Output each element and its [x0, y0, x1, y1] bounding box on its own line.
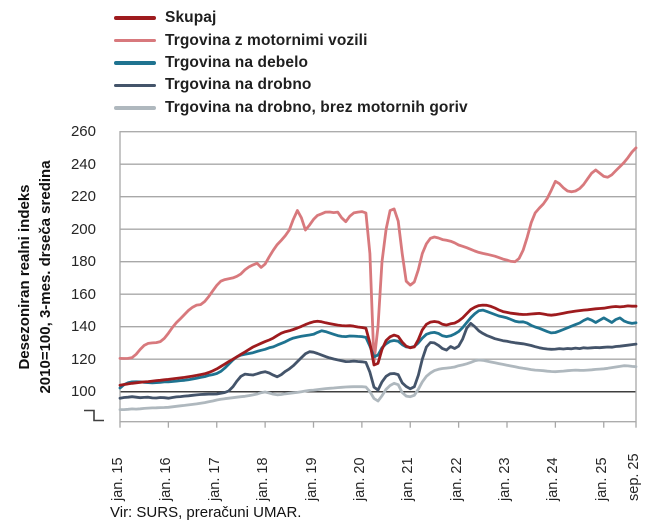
x-tick-label: sep. 25	[626, 453, 642, 501]
legend-label: Trgovina na debelo	[165, 53, 309, 71]
chart-legend: Skupaj Trgovina z motornimi vozili Trgovin…	[114, 7, 468, 119]
legend-item-5: Trgovina na drobno, brez motornih goriv	[114, 97, 468, 119]
legend-item-2: Trgovina z motornimi vozili	[114, 29, 468, 51]
plot-frame	[119, 131, 637, 423]
y-tick-label: 260	[70, 123, 96, 141]
legend-label: Trgovina z motornimi vozili	[165, 31, 368, 49]
series-line-5	[118, 358, 638, 412]
series-line-4	[118, 321, 638, 400]
y-tick-label: 240	[70, 155, 96, 173]
y-tick-label: 140	[70, 318, 96, 336]
x-tick-label: jan. 24	[545, 457, 562, 501]
x-tick-label: jan. 18	[255, 457, 272, 501]
x-tick-label: jan. 17	[206, 457, 223, 501]
x-tick-label: jan. 20	[351, 457, 368, 501]
legend-item-3: Trgovina na debelo	[114, 52, 468, 74]
y-axis-title-line2: 2010=100, 3-mes. drseča sredina	[37, 160, 54, 394]
legend-line-swatch	[114, 83, 156, 88]
x-tick-label: jan. 21	[400, 457, 417, 501]
legend-item-1: Skupaj	[114, 7, 468, 29]
legend-item-4: Trgovina na drobno	[114, 74, 468, 96]
x-tick-label: jan. 16	[158, 457, 175, 501]
legend-label: Trgovina na drobno, brez motornih goriv	[165, 98, 468, 116]
legend-label: Skupaj	[165, 9, 217, 27]
x-tick-label: jan. 19	[303, 457, 320, 501]
legend-line-swatch	[114, 105, 156, 110]
y-tick-label: 180	[70, 253, 96, 271]
series-line-1	[118, 303, 638, 387]
y-axis-title-line1: Desezoniran realni indeks	[16, 184, 33, 370]
legend-label: Trgovina na drobno	[165, 76, 312, 94]
series-line-2	[118, 146, 638, 364]
x-tick-label: jan. 25	[593, 457, 610, 501]
series-line-3	[118, 308, 638, 390]
source-note: Vir: SURS, preračuni UMAR.	[110, 504, 302, 521]
y-tick-label: 220	[70, 188, 96, 206]
legend-line-swatch	[114, 38, 156, 43]
y-tick-label: 100	[70, 383, 96, 401]
y-axis-break-icon	[84, 409, 104, 422]
x-tick-label: jan. 23	[497, 457, 513, 501]
x-tick-label: jan. 15	[110, 457, 126, 501]
legend-line-swatch	[114, 16, 156, 20]
legend-line-swatch	[114, 61, 156, 65]
y-tick-label: 120	[70, 350, 96, 368]
y-axis-title: Desezoniran realni indeks 2010=100, 3-me…	[14, 117, 58, 437]
y-tick-label: 200	[70, 220, 96, 238]
x-tick-label: jan. 22	[448, 457, 465, 501]
y-tick-label: 160	[70, 285, 96, 303]
